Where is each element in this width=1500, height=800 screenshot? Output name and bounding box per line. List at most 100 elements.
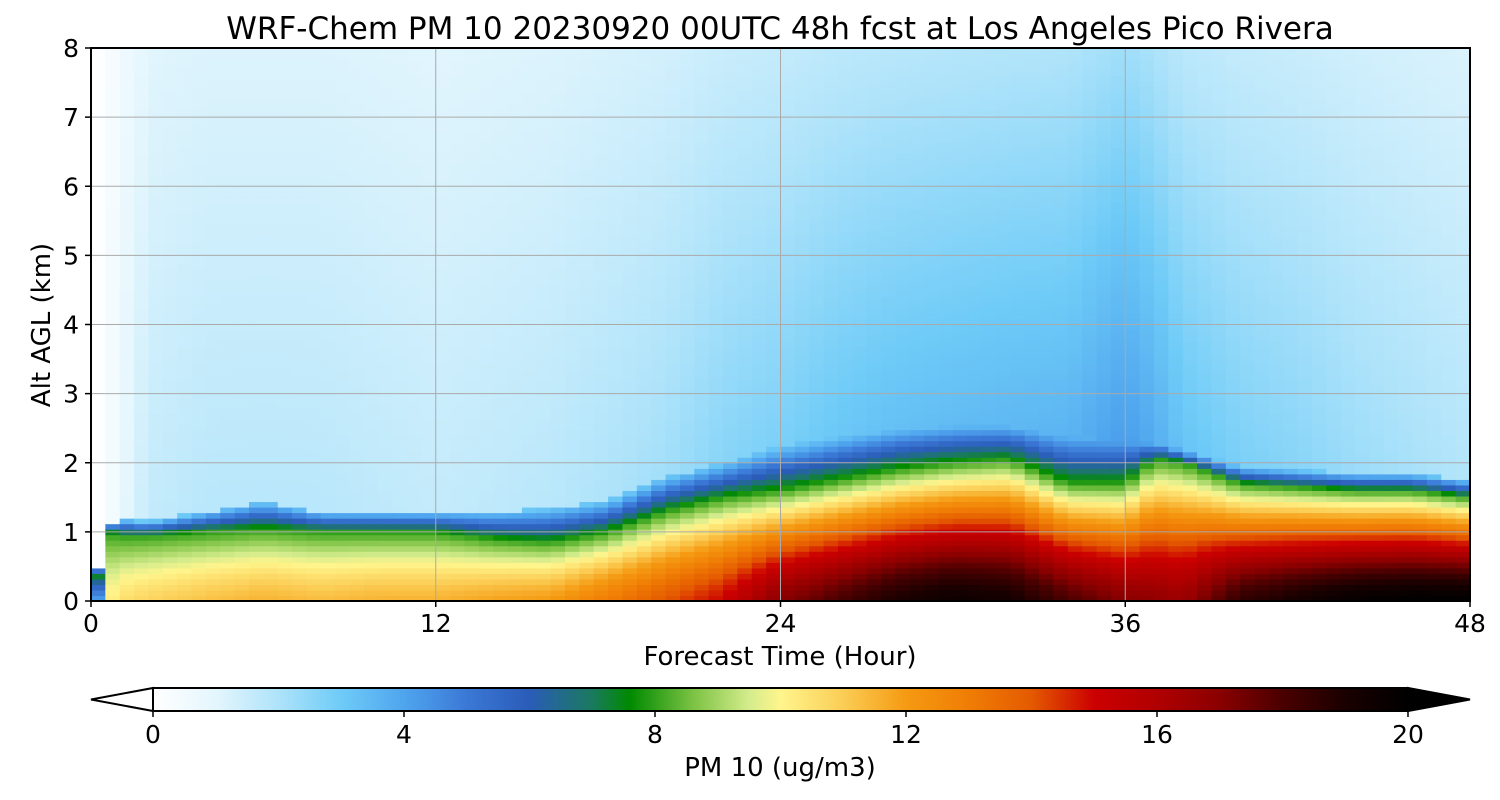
heatmap-cell (407, 341, 422, 348)
heatmap-cell (521, 164, 537, 171)
heatmap-cell (593, 175, 609, 182)
heatmap-cell (608, 81, 624, 88)
heatmap-cell (507, 142, 523, 149)
heatmap-cell (651, 379, 667, 386)
heatmap-cell (407, 412, 422, 420)
heatmap-cell (335, 186, 351, 193)
heatmap-cell (177, 219, 193, 226)
heatmap-cell (450, 236, 466, 243)
heatmap-cell (392, 584, 408, 591)
heatmap-cell (507, 97, 523, 104)
heatmap-cell (780, 180, 796, 187)
heatmap-cell (565, 136, 580, 143)
heatmap-cell (306, 357, 322, 364)
heatmap-cell (708, 313, 724, 320)
heatmap-cell (450, 584, 466, 591)
heatmap-cell (177, 473, 193, 480)
heatmap-cell (378, 197, 394, 204)
heatmap-cell (349, 230, 365, 237)
heatmap-cell (450, 501, 466, 508)
heatmap-cell (134, 302, 150, 309)
heatmap-cell (737, 224, 753, 232)
heatmap-cell (349, 518, 365, 525)
heatmap-cell (651, 424, 667, 431)
heatmap-cell (579, 125, 595, 132)
heatmap-cell (263, 291, 279, 298)
heatmap-cell (205, 186, 221, 193)
heatmap-cell (478, 501, 494, 508)
heatmap-cell (723, 490, 738, 497)
heatmap-cell (565, 224, 580, 232)
heatmap-cell (292, 584, 308, 591)
heatmap-cell (794, 158, 810, 165)
heatmap-cell (306, 164, 322, 171)
heatmap-cell (349, 407, 365, 414)
heatmap-cell (766, 589, 782, 597)
heatmap-cell (249, 125, 264, 132)
heatmap-cell (134, 346, 150, 353)
heatmap-cell (177, 346, 193, 353)
heatmap-cell (148, 385, 164, 392)
heatmap-cell (392, 512, 408, 519)
heatmap-cell (263, 506, 279, 514)
heatmap-cell (263, 562, 279, 569)
heatmap-cell (723, 75, 738, 82)
heatmap-cell (91, 357, 106, 364)
heatmap-cell (708, 147, 724, 154)
heatmap-cell (249, 236, 264, 243)
heatmap-cell (550, 540, 566, 547)
heatmap-cell (119, 236, 135, 243)
heatmap-cell (507, 578, 523, 586)
heatmap-cell (378, 302, 394, 309)
heatmap-cell (435, 534, 451, 541)
heatmap-cell (450, 130, 466, 138)
heatmap-cell (435, 407, 451, 414)
heatmap-cell (435, 330, 451, 337)
heatmap-cell (679, 506, 695, 514)
heatmap-cell (679, 324, 695, 331)
heatmap-cell (191, 589, 207, 597)
heatmap-cell (392, 473, 408, 480)
heatmap-cell (119, 424, 135, 431)
heatmap-cell (565, 379, 580, 386)
heatmap-cell (205, 490, 221, 497)
heatmap-cell (593, 164, 609, 171)
heatmap-cell (205, 512, 221, 519)
heatmap-cell (651, 86, 667, 93)
heatmap-cell (464, 230, 480, 237)
heatmap-cell (148, 197, 164, 204)
heatmap-cell (320, 401, 336, 409)
heatmap-cell (249, 363, 264, 370)
heatmap-cell (694, 545, 710, 552)
heatmap-cell (521, 556, 537, 563)
heatmap-cell (292, 147, 308, 154)
heatmap-cell (363, 556, 379, 563)
heatmap-cell (723, 119, 738, 127)
heatmap-cell (407, 86, 422, 93)
heatmap-cell (651, 307, 667, 315)
heatmap-cell (694, 495, 710, 503)
heatmap-cell (550, 595, 566, 601)
heatmap-cell (536, 103, 552, 110)
heatmap-cell (550, 545, 566, 552)
heatmap-cell (579, 307, 595, 315)
heatmap-cell (435, 280, 451, 287)
heatmap-cell (478, 368, 494, 375)
heatmap-cell (521, 269, 537, 276)
heatmap-cell (521, 545, 537, 552)
heatmap-cell (507, 158, 523, 165)
heatmap-cell (665, 551, 681, 558)
heatmap-cell (579, 241, 595, 248)
heatmap-cell (694, 324, 710, 331)
heatmap-cell (608, 53, 624, 60)
heatmap-cell (220, 197, 236, 204)
heatmap-cell (478, 330, 494, 337)
heatmap-cell (622, 451, 638, 458)
heatmap-cell (450, 180, 466, 187)
heatmap-cell (464, 412, 480, 420)
heatmap-cell (162, 573, 178, 580)
heatmap-cell (794, 407, 810, 414)
heatmap-cell (105, 153, 121, 160)
heatmap-cell (579, 285, 595, 292)
heatmap-cell (464, 142, 480, 149)
